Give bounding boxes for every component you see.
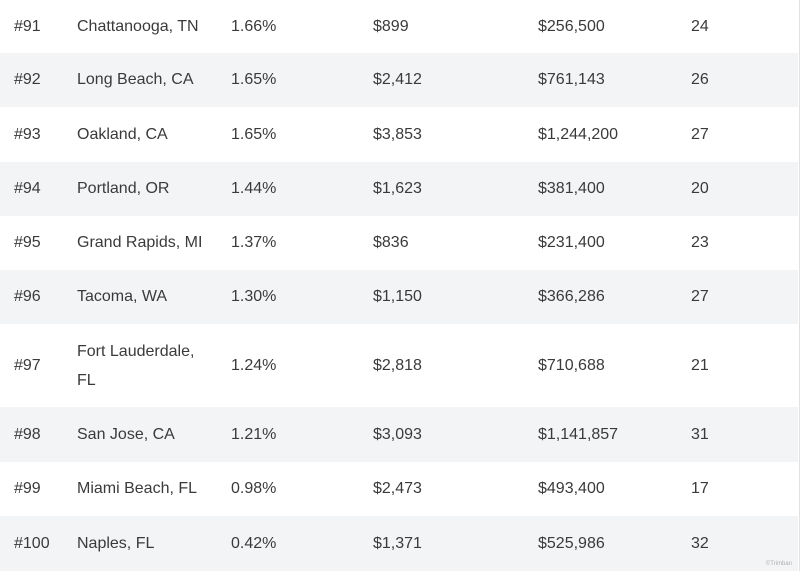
city-cell: Oakland, CA (77, 125, 168, 143)
table-row: #97 Fort Lauderdale, FL 1.24% $2,818 $71… (0, 324, 798, 407)
score-cell: 24 (691, 17, 709, 35)
rent-cell: $2,818 (373, 356, 422, 374)
city-cell: Chattanooga, TN (77, 17, 199, 35)
rank-cell: #93 (14, 125, 41, 143)
rate-cell: 1.24% (231, 356, 277, 374)
score-cell: 26 (691, 71, 709, 88)
score-cell: 31 (691, 425, 709, 443)
table-row: #91 Chattanooga, TN 1.66% $899 $256,500 … (0, 0, 798, 53)
rank-cell: #98 (14, 425, 41, 443)
city-cell: San Jose, CA (77, 425, 175, 443)
score-cell: 27 (691, 288, 709, 305)
rank-cell: #100 (14, 534, 50, 552)
score-cell: 17 (691, 480, 709, 497)
city-cell: Tacoma, WA (77, 288, 168, 305)
rent-cell: $2,412 (373, 71, 422, 88)
table-row: #94 Portland, OR 1.44% $1,623 $381,400 2… (0, 162, 798, 216)
city-cell: Miami Beach, FL (77, 480, 198, 497)
rank-cell: #94 (14, 180, 41, 197)
home-value-cell: $710,688 (538, 356, 605, 374)
score-cell: 21 (691, 356, 709, 374)
rate-cell: 0.42% (231, 534, 277, 552)
score-cell: 20 (691, 180, 709, 197)
rent-cell: $1,150 (373, 288, 422, 305)
rank-cell: #95 (14, 234, 41, 251)
score-cell: 27 (691, 125, 709, 143)
watermark: ©Trimban (765, 561, 792, 567)
rent-cell: $3,853 (373, 125, 422, 143)
table-row: #95 Grand Rapids, MI 1.37% $836 $231,400… (0, 216, 798, 270)
rent-cell: $2,473 (373, 480, 422, 497)
city-cell: Naples, FL (77, 534, 155, 552)
rent-cell: $1,371 (373, 534, 422, 552)
rank-cell: #99 (14, 480, 41, 497)
rent-cell: $899 (373, 17, 409, 35)
rank-cell: #96 (14, 288, 41, 305)
table-row: #100 Naples, FL 0.42% $1,371 $525,986 32 (0, 516, 798, 571)
rate-cell: 1.30% (231, 288, 277, 305)
city-cell: Portland, OR (77, 180, 170, 197)
rent-cell: $836 (373, 234, 409, 251)
rate-cell: 1.44% (231, 180, 277, 197)
home-value-cell: $493,400 (538, 480, 605, 497)
rate-cell: 1.66% (231, 17, 277, 35)
home-value-cell: $256,500 (538, 17, 605, 35)
rank-cell: #92 (14, 71, 41, 88)
rate-cell: 0.98% (231, 480, 277, 497)
home-value-cell: $1,244,200 (538, 125, 619, 143)
table-row: #99 Miami Beach, FL 0.98% $2,473 $493,40… (0, 462, 798, 516)
score-cell: 32 (691, 534, 709, 552)
home-value-cell: $366,286 (538, 288, 605, 305)
table-row: #96 Tacoma, WA 1.30% $1,150 $366,286 27 (0, 270, 798, 324)
city-cell: Fort Lauderdale, FL (77, 342, 195, 389)
table-row: #92 Long Beach, CA 1.65% $2,412 $761,143… (0, 53, 798, 107)
home-value-cell: $231,400 (538, 234, 605, 251)
city-cell: Long Beach, CA (77, 71, 194, 88)
rate-cell: 1.37% (231, 234, 277, 251)
city-cell: Grand Rapids, MI (77, 234, 203, 251)
table-row: #93 Oakland, CA 1.65% $3,853 $1,244,200 … (0, 107, 798, 162)
rank-cell: #97 (14, 356, 41, 374)
table-row: #98 San Jose, CA 1.21% $3,093 $1,141,857… (0, 407, 798, 462)
score-cell: 23 (691, 234, 709, 251)
rate-cell: 1.65% (231, 71, 277, 88)
rent-cell: $1,623 (373, 180, 422, 197)
home-value-cell: $525,986 (538, 534, 605, 552)
rate-cell: 1.21% (231, 425, 277, 443)
rate-cell: 1.65% (231, 125, 277, 143)
home-value-cell: $1,141,857 (538, 425, 619, 443)
rank-cell: #91 (14, 17, 41, 35)
home-value-cell: $381,400 (538, 180, 605, 197)
home-value-cell: $761,143 (538, 71, 605, 88)
rent-cell: $3,093 (373, 425, 422, 443)
